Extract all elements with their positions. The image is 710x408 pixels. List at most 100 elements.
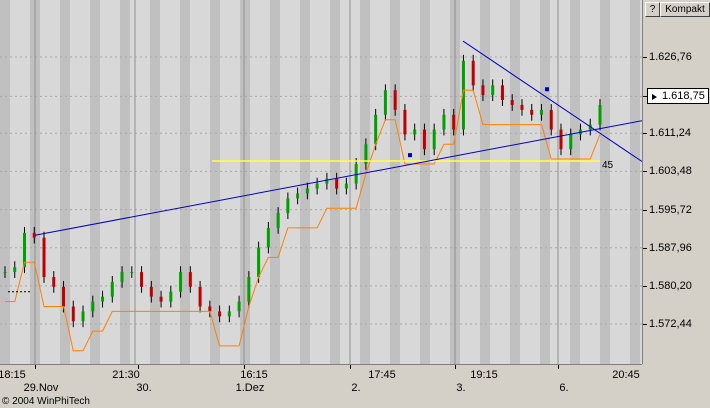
candle-body [413, 129, 417, 135]
date-tick-mark [558, 365, 559, 369]
time-label: 18:15 [0, 369, 26, 381]
candle-body [32, 232, 36, 238]
candle-body [344, 183, 348, 189]
time-label: 20:45 [612, 369, 640, 381]
help-button[interactable]: ? [645, 2, 660, 17]
candle-body [335, 178, 339, 189]
candle-body [208, 306, 212, 312]
price-tick-label: 1.587,96 [649, 241, 692, 254]
candle-body [227, 311, 231, 317]
session-band [210, 0, 220, 364]
candle-body [305, 188, 309, 194]
candle-body [296, 193, 300, 199]
time-label: 19:15 [470, 369, 498, 381]
candle-body [110, 281, 114, 297]
candle-body [539, 109, 543, 115]
date-tick-mark [138, 365, 139, 369]
price-tick-mark [643, 96, 647, 98]
session-band [570, 0, 580, 364]
candle-body [159, 296, 163, 302]
price-chart-svg [0, 0, 642, 364]
blue-trendline-rising [34, 120, 642, 236]
price-tick-label: 1.580,20 [649, 279, 692, 292]
time-label: 21:30 [112, 369, 140, 381]
candle-body [52, 277, 56, 287]
candle-body [188, 272, 192, 287]
candle-body [481, 85, 485, 96]
price-chart-plot[interactable]: 45 [0, 0, 642, 364]
session-band [270, 0, 280, 364]
candle-body [442, 114, 446, 130]
time-axis[interactable]: 18:15 21:30 16:15 17:45 19:15 20:45 29.Nov 30. 1… [0, 364, 642, 408]
date-label: 3. [456, 382, 466, 394]
candle-body [23, 232, 27, 268]
date-tick-mark [350, 365, 351, 369]
date-label: 2. [351, 382, 361, 394]
candle-body [393, 90, 397, 110]
date-tick-mark [455, 365, 456, 369]
candle-body [432, 129, 436, 150]
last-price-value: 1.618,75 [662, 90, 705, 103]
candle-body [452, 114, 456, 130]
date-label: 1.Dez [235, 382, 265, 394]
candle-body [403, 109, 407, 135]
session-band [600, 0, 610, 364]
candle-body [130, 272, 134, 274]
candle-body [374, 114, 378, 145]
candle-body [549, 109, 553, 130]
candle-body [286, 198, 290, 214]
session-band [0, 0, 10, 364]
candle-body [520, 104, 524, 110]
candle-body [198, 286, 202, 307]
candle-body [237, 301, 241, 312]
price-tick-label: 1.626,76 [649, 51, 692, 63]
date-tick-mark [244, 365, 245, 369]
date-tick-mark [35, 365, 36, 369]
orange-indicator-line [5, 89, 601, 352]
session-band [480, 0, 490, 364]
candle-body [13, 267, 17, 273]
candle-body [383, 90, 387, 115]
pointer-arrow-icon [652, 94, 657, 101]
price-axis[interactable]: 1.626,76 1.618,75 1.611,24 1.603,48 1.595,72… [642, 0, 710, 364]
candle-body [276, 213, 280, 228]
candle-body [559, 129, 563, 150]
candle-body [247, 277, 251, 302]
price-tick-mark [643, 57, 647, 58]
session-band [360, 0, 370, 364]
price-tick-label: 1.572,44 [649, 318, 692, 330]
time-label: 17:45 [368, 369, 396, 381]
session-band [120, 0, 130, 364]
candle-body [471, 60, 475, 86]
candle-body [257, 247, 261, 278]
blue-trendline-falling [462, 40, 642, 162]
session-band [90, 0, 100, 364]
price-tick-mark [643, 247, 647, 249]
price-tick-mark [643, 285, 647, 287]
date-label: 29.Nov [23, 382, 59, 394]
candle-body [169, 291, 173, 302]
candle-body [71, 306, 75, 322]
session-band [630, 0, 640, 364]
compact-button[interactable]: Kompakt [660, 2, 710, 17]
session-band [300, 0, 310, 364]
copyright-text: © 2004 WinPhiTech [2, 396, 90, 407]
session-band [540, 0, 550, 364]
trendline-anchor [545, 87, 549, 92]
price-tick-label: 1.595,72 [649, 203, 692, 216]
candle-body [218, 311, 222, 317]
last-price-marker: 1.618,75 [647, 88, 709, 105]
price-tick-mark [643, 209, 647, 211]
candle-body [81, 311, 85, 322]
price-tick-mark [643, 171, 647, 173]
candle-body [510, 100, 514, 105]
candle-body [325, 178, 329, 184]
candle-body [101, 296, 105, 302]
candle-body [91, 301, 95, 312]
session-band [60, 0, 70, 364]
candle-body [598, 104, 602, 125]
candle-body [491, 85, 495, 96]
candle-body [62, 286, 66, 307]
date-label: 30. [136, 382, 152, 394]
session-band [150, 0, 160, 364]
